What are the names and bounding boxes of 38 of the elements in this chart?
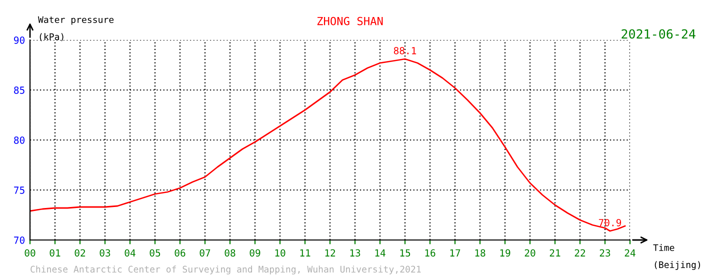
x-tick-label: 21 [550,249,560,256]
chart-title: ZHONG SHAN [317,16,383,26]
x-tick-label: 20 [524,249,536,257]
x-tick-label: 18 [475,249,486,257]
x-tick-label: 06 [174,249,186,257]
y-tick-label: 80 [14,136,25,144]
y-tick-label: 70 [14,236,25,244]
x-tick-label: 23 [600,249,610,257]
x-tick-label: 19 [500,249,510,257]
x-tick-label: 01 [50,249,60,257]
x-tick-label: 12 [325,249,336,256]
y-tick-label: 90 [14,36,25,44]
x-tick-label: 05 [150,249,160,257]
annotation: 70.9 [598,218,622,226]
x-tick-label: 24 [624,249,636,256]
x-tick-label: 00 [24,249,36,257]
x-tick-label: 14 [375,249,386,256]
x-tick-label: 16 [425,249,436,257]
x-axis-title: Time (Beijing) [653,244,700,270]
line-series [30,58,626,232]
text: Chinese Antarctic Center of Surveying and Mapping, Wuhan University,2021 [30,266,421,274]
text: 2021-06-24 [622,29,696,39]
y-tick-label: 75 [14,186,24,194]
x-tick-label: 08 [224,249,236,257]
y-axis-title: Water pressure (kPa) [38,16,114,42]
x-tick-label: 07 [200,249,210,257]
x-tick-label: 15 [400,249,410,257]
y-tick-label: 85 [14,86,24,94]
x-tick-label: 10 [275,249,286,257]
x-tick-label: 03 [100,249,110,257]
x-tick-label: 17 [450,249,460,256]
x-tick-label: 11 [300,249,310,256]
x-tick-label: 02 [74,249,86,257]
annotation: 88.1 [394,46,416,54]
x-tick-label: 09 [250,249,260,257]
x-tick-label: 13 [350,249,360,257]
x-tick-label: 22 [574,249,586,256]
x-tick-label: 04 [124,249,136,257]
